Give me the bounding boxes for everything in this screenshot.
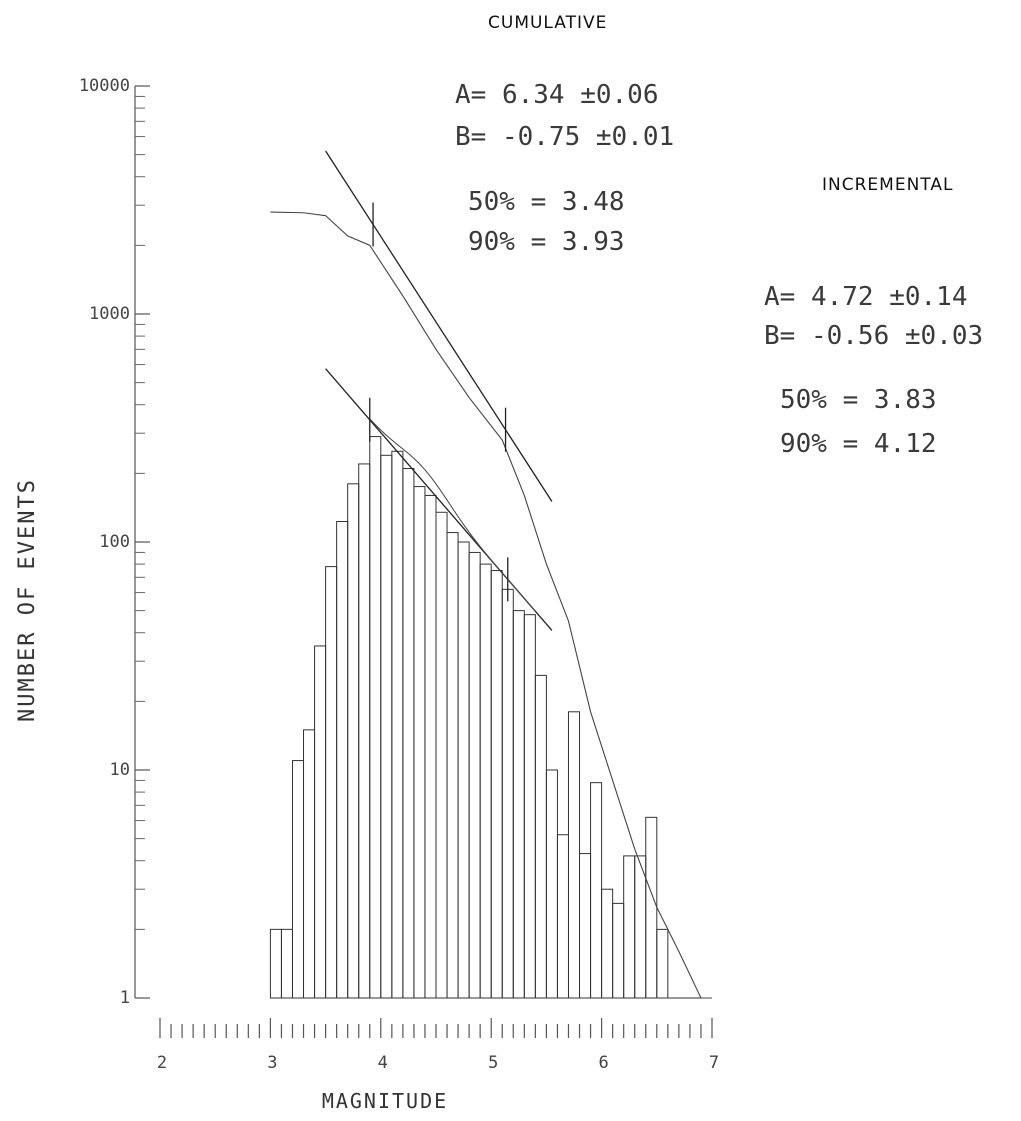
incremental-a-value: A= 4.72 ±0.14 xyxy=(764,282,968,312)
histogram-bar xyxy=(645,816,658,999)
histogram-bar xyxy=(479,563,492,999)
histogram-bar xyxy=(435,511,448,999)
histogram-bar xyxy=(402,468,415,999)
histogram-bar xyxy=(601,888,614,999)
histogram-bar xyxy=(303,729,316,999)
histogram-bar xyxy=(490,569,503,999)
histogram-bar xyxy=(590,782,603,999)
x-tick-label: 5 xyxy=(488,1053,498,1073)
histogram-bar xyxy=(358,463,371,999)
histogram-bar xyxy=(269,928,282,999)
histogram-bar xyxy=(612,902,625,999)
histogram-bar xyxy=(623,855,636,999)
histogram-bar xyxy=(656,928,669,999)
histogram-bar xyxy=(369,436,382,999)
cumulative-90-percent: 90% = 3.93 xyxy=(468,227,625,257)
axes: 1 10 100 1000 10000 2 3 4 5 6 7 xyxy=(79,76,719,1073)
cumulative-fit-line xyxy=(325,150,553,502)
histogram-bar xyxy=(336,521,349,999)
incremental-b-value: B= -0.56 ±0.03 xyxy=(764,321,983,351)
histogram-bar xyxy=(347,483,360,999)
cumulative-b-value: B= -0.75 ±0.01 xyxy=(455,122,674,152)
x-tick-label: 2 xyxy=(157,1053,167,1073)
y-tick-label: 1 xyxy=(120,988,130,1008)
histogram-bar xyxy=(501,588,514,999)
histogram-bar xyxy=(468,551,481,999)
histogram-bar xyxy=(391,450,404,999)
cumulative-curve xyxy=(270,211,712,999)
histogram-bar xyxy=(424,494,437,999)
cumulative-a-value: A= 6.34 ±0.06 xyxy=(455,80,659,110)
x-tick-label: 3 xyxy=(267,1053,277,1073)
y-axis-label: NUMBER OF EVENTS xyxy=(15,478,40,722)
histogram-bar xyxy=(523,614,536,999)
histogram-bar xyxy=(413,486,426,999)
histogram-bars xyxy=(269,436,712,999)
cumulative-50-percent: 50% = 3.48 xyxy=(468,187,625,217)
histogram-bar xyxy=(634,855,647,999)
cumulative-heading: CUMULATIVE xyxy=(488,13,607,33)
y-tick-label: 10000 xyxy=(79,76,130,96)
histogram-bar xyxy=(325,566,338,999)
histogram-bar xyxy=(556,834,569,999)
y-tick-label: 100 xyxy=(99,532,130,552)
x-tick-label: 6 xyxy=(598,1053,608,1073)
x-axis-label: MAGNITUDE xyxy=(322,1089,448,1113)
incremental-50-percent: 50% = 3.83 xyxy=(780,385,937,415)
x-tick-label: 4 xyxy=(378,1053,388,1073)
y-tick-label: 10 xyxy=(110,760,130,780)
histogram-bar xyxy=(280,928,293,999)
histogram-bar xyxy=(567,711,581,999)
incremental-90-percent: 90% = 4.12 xyxy=(780,429,937,459)
incremental-heading: INCREMENTAL xyxy=(822,175,953,195)
x-tick-label: 7 xyxy=(709,1053,719,1073)
histogram-bar xyxy=(380,454,393,999)
histogram-bar xyxy=(446,532,459,999)
histogram-bar xyxy=(545,769,558,999)
curves xyxy=(270,150,712,999)
y-tick-label: 1000 xyxy=(89,304,130,324)
histogram-bar xyxy=(579,853,592,999)
histogram-bar xyxy=(457,541,470,999)
histogram-bar xyxy=(534,674,547,999)
histogram-bar xyxy=(512,610,525,999)
histogram-bar xyxy=(314,645,327,999)
histogram-bar xyxy=(291,760,305,999)
